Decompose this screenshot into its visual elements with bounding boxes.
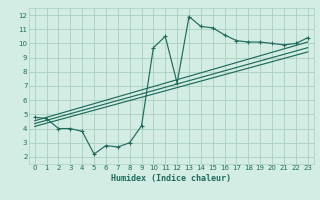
X-axis label: Humidex (Indice chaleur): Humidex (Indice chaleur) — [111, 174, 231, 183]
